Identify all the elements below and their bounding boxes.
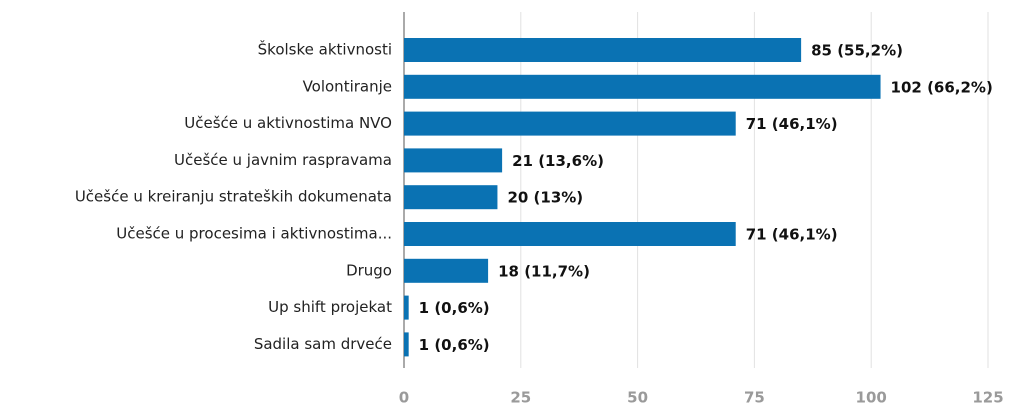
y-tick-label: Sadila sam drveće (254, 335, 392, 353)
y-tick-label: Učešće u javnim raspravama (174, 151, 392, 169)
bar (404, 185, 498, 210)
y-tick-label: Učešće u procesima i aktivnostima... (116, 225, 392, 243)
bar (404, 295, 409, 320)
x-tick-label: 75 (744, 389, 765, 407)
data-label: 71 (46,1%) (746, 115, 838, 133)
y-tick-label: Učešće u aktivnostima NVO (184, 114, 392, 132)
y-tick-label: Drugo (346, 261, 392, 279)
bar (404, 148, 503, 173)
bar (404, 332, 409, 357)
x-tick-label: 100 (856, 389, 887, 407)
data-label: 71 (46,1%) (746, 226, 838, 244)
bar (404, 74, 881, 99)
y-tick-label: Volontiranje (303, 77, 392, 95)
data-label: 102 (66,2%) (891, 78, 993, 96)
bar (404, 222, 736, 246)
x-tick-label: 125 (972, 389, 1003, 407)
data-label: 85 (55,2%) (811, 42, 903, 60)
x-tick-label: 25 (510, 389, 531, 407)
bar (404, 111, 736, 136)
x-tick-label: 50 (627, 389, 648, 407)
y-tick-label: Up shift projekat (268, 298, 392, 316)
data-label: 21 (13,6%) (512, 152, 604, 170)
bar (404, 258, 489, 283)
data-label: 1 (0,6%) (419, 299, 490, 317)
data-label: 20 (13%) (507, 189, 583, 207)
y-tick-label: Školske aktivnosti (258, 40, 392, 59)
x-tick-label: 0 (399, 389, 409, 407)
y-tick-label: Učešće u kreiranju strateških dokumenata (75, 188, 392, 206)
data-label: 1 (0,6%) (419, 336, 490, 354)
data-label: 18 (11,7%) (498, 262, 590, 280)
bar (404, 38, 802, 62)
